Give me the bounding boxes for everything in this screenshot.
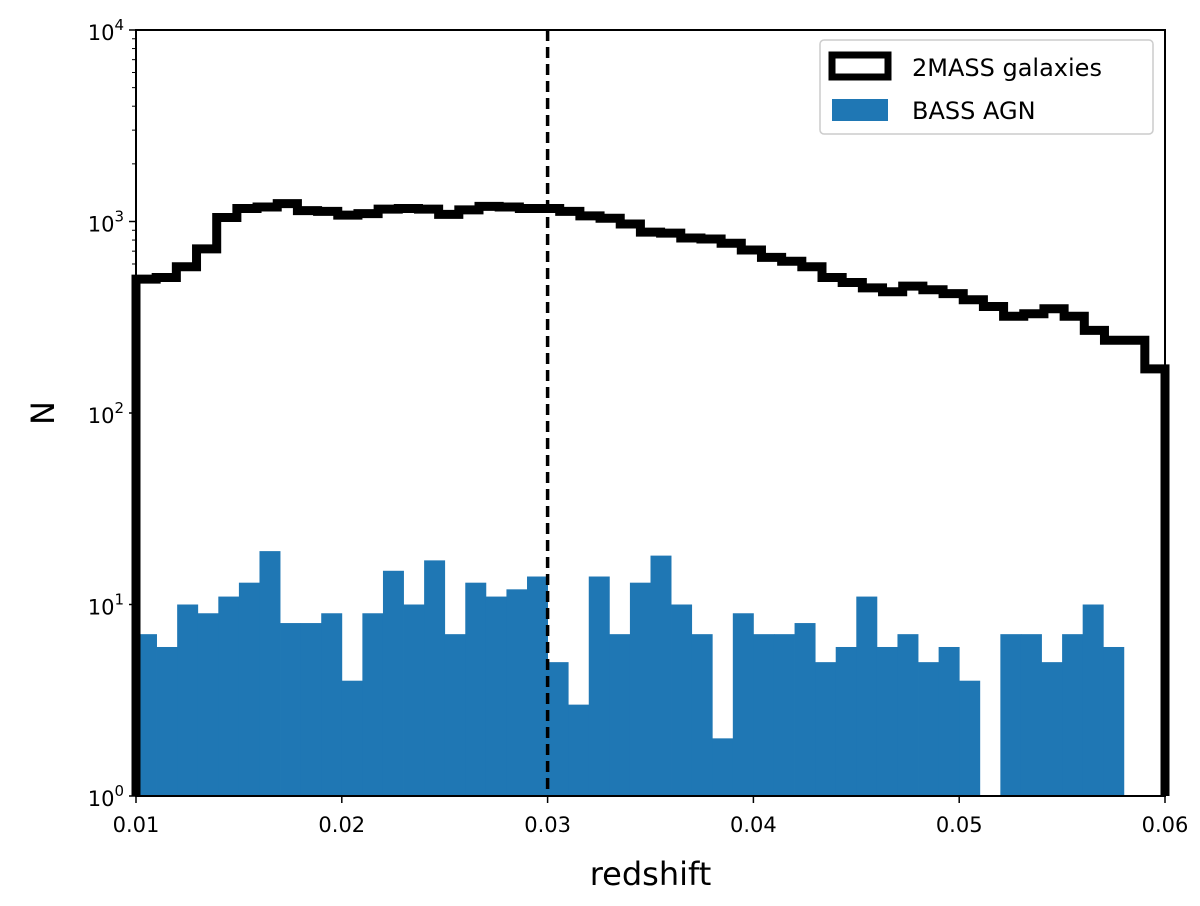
agn-bar — [238, 582, 260, 796]
agn-bar — [341, 680, 363, 796]
agn-bar — [382, 570, 404, 796]
2mass-galaxies-step — [131, 199, 1170, 796]
agn-bar — [444, 634, 466, 796]
y-tick-label: 104 — [88, 16, 124, 45]
legend: 2MASS galaxies BASS AGN — [819, 39, 1154, 135]
agn-bar — [197, 613, 219, 796]
agn-bar — [691, 634, 713, 796]
legend-swatch-bass-agn — [832, 99, 888, 121]
agn-bar — [938, 646, 960, 796]
agn-bar — [856, 596, 878, 796]
agn-bar — [280, 623, 302, 796]
agn-bar — [588, 576, 610, 796]
agn-bar — [1000, 634, 1022, 796]
legend-label-2mass-galaxies: 2MASS galaxies — [912, 54, 1102, 82]
agn-bar — [876, 646, 898, 796]
x-tick-label: 0.06 — [1142, 813, 1189, 837]
agn-bar — [1103, 646, 1125, 796]
legend-swatch-2mass-galaxies — [828, 51, 892, 81]
legend-label-bass-agn: BASS AGN — [912, 97, 1036, 125]
agn-bar — [424, 560, 446, 796]
agn-bar — [1062, 634, 1084, 796]
agn-bar — [959, 680, 981, 796]
x-tick-label: 0.03 — [524, 813, 571, 837]
agn-bar — [650, 555, 672, 796]
legend-box — [819, 39, 1154, 135]
agn-bar — [568, 704, 590, 796]
agn-bar — [136, 634, 157, 796]
agn-bar — [156, 646, 178, 796]
agn-bar — [835, 646, 857, 796]
galaxy-step-line — [131, 199, 1170, 796]
bass-agn-bars — [136, 551, 1125, 796]
agn-bar — [527, 576, 548, 796]
agn-bar — [1041, 662, 1063, 796]
agn-bar — [300, 623, 322, 796]
agn-bar — [712, 738, 734, 796]
agn-bar — [485, 596, 507, 796]
agn-bar — [403, 604, 425, 796]
agn-bar — [506, 589, 528, 796]
agn-bar — [465, 582, 487, 796]
x-axis: 0.01 0.02 0.03 0.04 0.05 0.06 — [113, 796, 1189, 837]
agn-bar — [177, 604, 199, 796]
y-axis: 100 101 102 103 104 — [88, 16, 136, 811]
y-tick-label: 103 — [88, 208, 124, 237]
agn-bar — [671, 604, 693, 796]
agn-bar — [815, 662, 837, 796]
agn-bar — [918, 662, 940, 796]
agn-bar — [547, 662, 569, 796]
agn-bar — [897, 634, 919, 796]
y-tick-label: 101 — [88, 591, 124, 620]
agn-bar — [732, 613, 754, 796]
x-tick-label: 0.02 — [318, 813, 365, 837]
agn-bar — [321, 613, 343, 796]
x-tick-label: 0.05 — [936, 813, 983, 837]
agn-bar — [1082, 604, 1104, 796]
agn-bar — [362, 613, 384, 796]
x-tick-label: 0.04 — [730, 813, 777, 837]
agn-bar — [629, 582, 651, 796]
y-tick-label: 102 — [88, 399, 124, 428]
agn-bar — [773, 634, 795, 796]
agn-bar — [753, 634, 775, 796]
agn-bar — [218, 596, 240, 796]
agn-bar — [609, 634, 631, 796]
x-tick-label: 0.01 — [113, 813, 160, 837]
agn-bar — [1020, 634, 1042, 796]
agn-bar — [259, 551, 281, 796]
y-axis-label: N — [24, 401, 62, 425]
y-tick-label: 100 — [88, 782, 124, 811]
x-axis-label: redshift — [590, 855, 712, 893]
agn-bar — [794, 623, 816, 796]
